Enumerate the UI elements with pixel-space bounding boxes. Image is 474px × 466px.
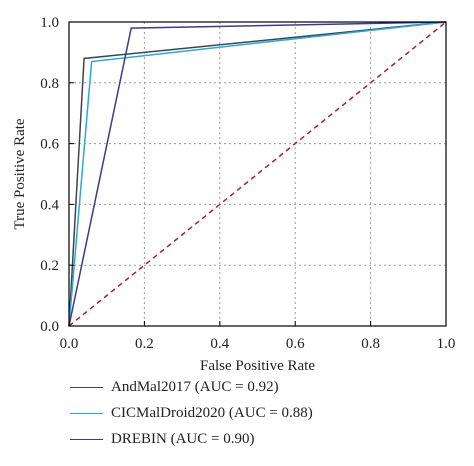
x-axis-label: False Positive Rate	[200, 358, 315, 374]
legend-item-andmal2017: AndMal2017 (AUC = 0.92)	[70, 376, 313, 398]
legend: AndMal2017 (AUC = 0.92) CICMalDroid2020 …	[70, 376, 313, 454]
plot-frame	[68, 21, 447, 327]
x-tick-label: 0.6	[286, 336, 305, 352]
legend-swatch	[70, 386, 103, 388]
legend-label: CICMalDroid2020 (AUC = 0.88)	[111, 404, 313, 421]
x-tick-label: 0.0	[60, 336, 79, 352]
reference-diagonal-line	[68, 21, 447, 327]
y-ticks: 0.0 0.2 0.4 0.6 0.8 1.0	[40, 15, 74, 335]
legend-label: AndMal2017 (AUC = 0.92)	[111, 378, 279, 395]
x-tick-label: 0.2	[135, 336, 154, 352]
series-line-andmal2017	[68, 21, 447, 327]
legend-label: DREBIN (AUC = 0.90)	[111, 430, 255, 447]
legend-swatch	[70, 412, 103, 414]
reference-line-group	[68, 21, 447, 327]
legend-item-cicmaldroid2020: CICMalDroid2020 (AUC = 0.88)	[70, 402, 313, 424]
legend-item-drebin: DREBIN (AUC = 0.90)	[70, 428, 313, 450]
y-axis-label: True Positive Rate	[12, 118, 28, 229]
series-line-cicmaldroid2020	[68, 21, 447, 327]
x-ticks: 0.0 0.2 0.4 0.6 0.8 1.0	[60, 321, 456, 352]
y-tick-label: 0.4	[40, 197, 59, 213]
series-group	[68, 21, 447, 327]
y-tick-label: 1.0	[40, 15, 59, 31]
y-tick-label: 0.0	[40, 319, 59, 335]
x-tick-label: 1.0	[437, 336, 456, 352]
x-tick-label: 0.8	[361, 336, 380, 352]
legend-swatch	[70, 438, 103, 440]
grid	[69, 22, 446, 326]
y-tick-label: 0.6	[40, 137, 59, 153]
y-tick-label: 0.2	[40, 258, 59, 274]
x-tick-label: 0.4	[210, 336, 229, 352]
series-line-drebin	[68, 21, 447, 327]
y-tick-label: 0.8	[40, 76, 59, 92]
roc-chart: 0.0 0.2 0.4 0.6 0.8 1.0 0.0 0.2 0.4 0.6 0.8 1.0 Fa…	[12, 15, 456, 374]
